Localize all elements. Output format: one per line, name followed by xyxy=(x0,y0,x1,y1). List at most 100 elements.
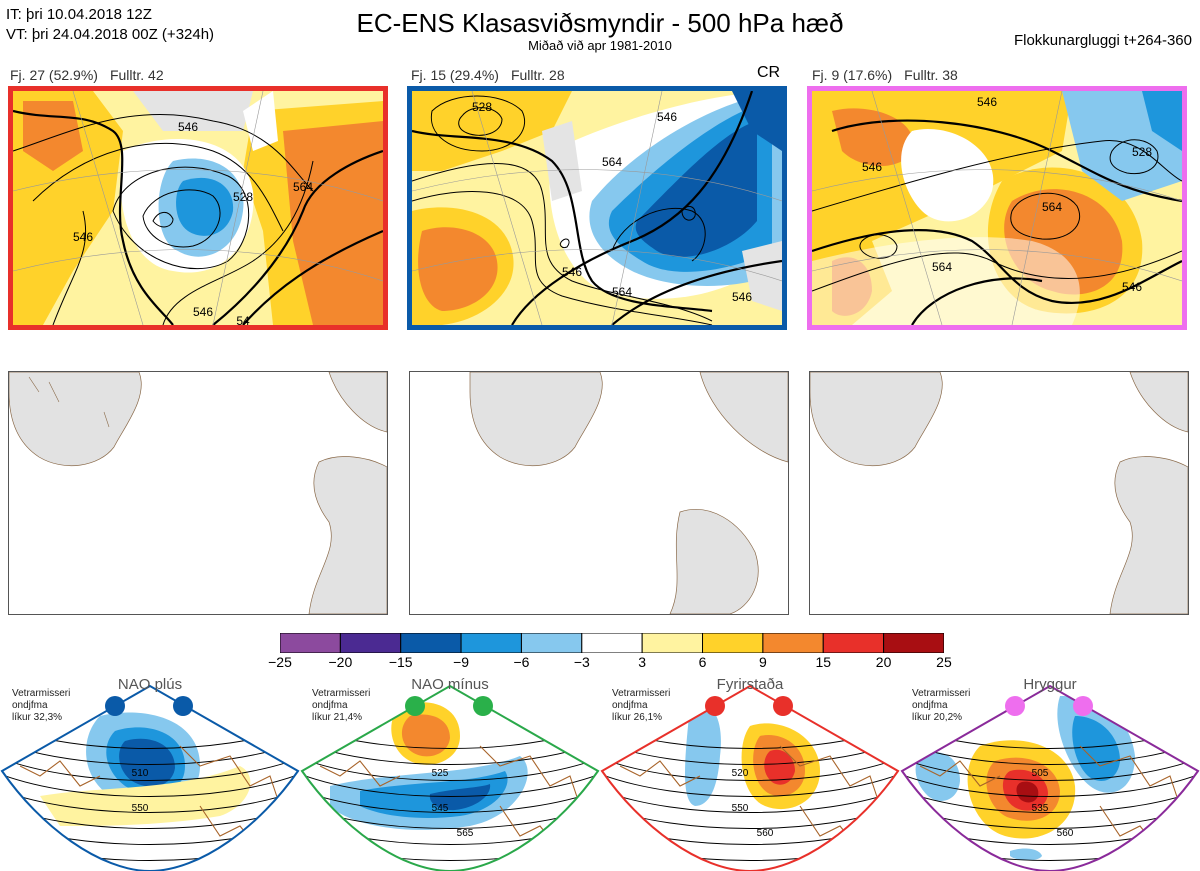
height-contour xyxy=(302,773,598,797)
height-contour xyxy=(602,773,898,797)
regime-map: 505 535 560 xyxy=(900,684,1200,871)
regime-marker-dot xyxy=(405,696,425,716)
regime-marker-dot xyxy=(705,696,725,716)
regime-marker-dot xyxy=(173,696,193,716)
height-contour xyxy=(902,757,1198,781)
cluster-2-map: 528 546 564 546 564 546 xyxy=(407,86,787,330)
colorbar-tick-label: −9 xyxy=(453,654,470,670)
height-contour xyxy=(302,757,598,781)
regime-stat-line: Vetrarmisseri xyxy=(612,688,671,699)
regime-stat-line: líkur 26,1% xyxy=(612,712,663,723)
cluster-2-label: Fj. 15 (29.4%) Fulltr. 28 xyxy=(411,67,577,83)
colorbar-swatch xyxy=(883,633,944,653)
contour-label: 550 xyxy=(732,803,749,814)
cluster-2-fulltr: Fulltr. 28 xyxy=(510,67,565,83)
colorbar-swatch xyxy=(400,633,462,653)
regime-stat-line: líkur 32,3% xyxy=(12,712,63,723)
colorbar-swatch xyxy=(641,633,704,653)
regime-marker-dot xyxy=(473,696,493,716)
page-subtitle: Miðað við apr 1981-2010 xyxy=(528,38,672,53)
colorbar-tick-label: −25 xyxy=(268,654,292,670)
colorbar-swatch xyxy=(702,633,764,653)
contour-label: 510 xyxy=(132,768,149,779)
height-contour xyxy=(2,773,298,797)
regime-title: NAO mínus xyxy=(411,676,489,693)
cluster-3-fulltr: Fulltr. 38 xyxy=(904,67,958,83)
initial-time-label: IT: þri 10.04.2018 12Z xyxy=(6,6,152,23)
regime-map: 520 550 560 xyxy=(600,684,900,871)
regime-stat-line: líkur 20,2% xyxy=(912,712,963,723)
colorbar-swatch xyxy=(762,633,824,653)
contour-label: 528 xyxy=(472,100,492,114)
page-title: EC-ENS Klasasviðsmyndir - 500 hPa hæð xyxy=(356,8,844,38)
colorbar-swatch xyxy=(460,633,522,653)
colorbar xyxy=(280,633,944,653)
anomaly-shading xyxy=(1072,716,1120,781)
colorbar-swatch xyxy=(280,633,341,653)
colorbar-swatch xyxy=(581,633,643,653)
contour-label: 546 xyxy=(73,230,93,244)
regime-stat-line: ondjfma xyxy=(312,700,348,711)
colorbar-tick-label: −15 xyxy=(388,654,413,670)
colorbar-tick-label: −20 xyxy=(328,654,353,670)
anomaly-shading xyxy=(1010,848,1042,861)
regime-map: 510 550 xyxy=(0,684,300,871)
contour-label: 564 xyxy=(602,155,622,169)
contour-label: 546 xyxy=(862,160,882,174)
anomaly-shading xyxy=(429,784,491,811)
contour-label: 560 xyxy=(1057,828,1074,839)
colorbar-swatch xyxy=(520,633,583,653)
height-contour xyxy=(302,789,598,813)
contour-label: 546 xyxy=(1122,280,1142,294)
regime-title: NAO plús xyxy=(117,676,183,693)
regime-stat-line: Vetrarmisseri xyxy=(312,688,371,699)
contour-label: 564 xyxy=(293,180,313,194)
contour-label: 528 xyxy=(233,190,253,204)
regime-map: 525 545 565 xyxy=(300,684,600,871)
regime-title: Hryggur xyxy=(1023,676,1077,693)
contour-label: 525 xyxy=(432,768,449,779)
cluster-1-map: 546 528 546 564 546 54 xyxy=(8,86,388,330)
contour-label: 528 xyxy=(1132,145,1152,159)
contour-label: 564 xyxy=(932,260,952,274)
valid-time-label: VT: þri 24.04.2018 00Z (+324h) xyxy=(6,26,215,43)
colorbar-tick-label: 15 xyxy=(815,654,832,670)
anomaly-shading xyxy=(1016,781,1039,803)
anomaly-shading xyxy=(685,703,721,806)
regime-title: Fyrirstaða xyxy=(716,676,784,693)
regime-stats: Vetrarmisseri ondjfma líkur 32,3% xyxy=(12,688,70,724)
colorbar-swatch xyxy=(822,633,885,653)
regime-stat-line: ondjfma xyxy=(912,700,948,711)
contour-label: 550 xyxy=(132,803,149,814)
regime-stats: Vetrarmisseri ondjfma líkur 26,1% xyxy=(612,688,670,724)
contour-label: 546 xyxy=(657,110,677,124)
regime-stat-line: ondjfma xyxy=(12,700,48,711)
height-contour xyxy=(602,757,898,781)
contour-label: 560 xyxy=(757,828,774,839)
contour-label: 54 xyxy=(236,314,250,325)
lower-map-3 xyxy=(809,371,1189,615)
contour-label: 546 xyxy=(193,305,213,319)
regime-marker-dot xyxy=(773,696,793,716)
contour-label: 546 xyxy=(732,290,752,304)
regime-stat-line: Vetrarmisseri xyxy=(912,688,971,699)
cluster-3-label: Fj. 9 (17.6%) Fulltr. 38 xyxy=(812,67,970,83)
colorbar-tick-label: 25 xyxy=(936,654,952,670)
anomaly-shading xyxy=(915,752,960,801)
contour-label: 545 xyxy=(432,803,449,814)
height-contour xyxy=(902,773,1198,797)
colorbar-tick-label: −6 xyxy=(513,654,530,670)
colorbar-tick-label: 6 xyxy=(698,654,707,670)
classification-window-label: Flokkunargluggi t+264-360 xyxy=(1013,32,1192,49)
height-contour xyxy=(2,757,298,781)
regime-stat-line: líkur 21,4% xyxy=(312,712,363,723)
height-contour xyxy=(2,789,298,813)
lower-map-2 xyxy=(409,371,789,615)
cluster-1-label: Fj. 27 (52.9%) Fulltr. 42 xyxy=(10,67,176,83)
regime-stats: Vetrarmisseri ondjfma líkur 21,4% xyxy=(312,688,370,724)
contour-label: 546 xyxy=(977,95,997,109)
contour-label: 535 xyxy=(1032,803,1049,814)
regime-marker-dot xyxy=(1005,696,1025,716)
cluster-2-tag: CR xyxy=(757,64,781,81)
contour-label: 565 xyxy=(457,828,474,839)
